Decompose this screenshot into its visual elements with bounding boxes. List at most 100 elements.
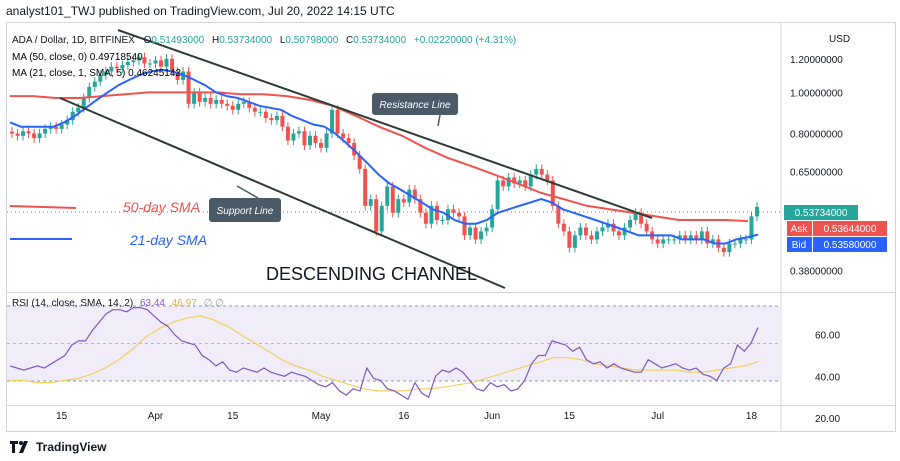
candle (677, 230, 682, 245)
candle (457, 208, 461, 222)
svg-text:RSI (14, close, SMA, 14, 2): RSI (14, close, SMA, 14, 2) 63.44 46.97 … (12, 298, 224, 309)
candle (319, 138, 324, 153)
candle (197, 87, 202, 107)
last-price-tag: 0.53734000 (784, 205, 858, 220)
ohlc-close-label: C (346, 35, 353, 46)
time-tick: 15 (227, 411, 239, 422)
candle (694, 230, 699, 245)
candle (755, 202, 759, 222)
candle (203, 93, 208, 107)
ohlc-close: 0.53734000 (353, 35, 406, 46)
candle (247, 97, 252, 113)
candle (600, 222, 605, 237)
ask-value: 0.53644000 (824, 224, 877, 235)
candle (37, 128, 42, 143)
candle (252, 103, 257, 117)
candle (462, 211, 467, 241)
candle (32, 128, 37, 143)
channel-label: DESCENDING CHANNEL (266, 264, 477, 284)
candle (567, 226, 572, 253)
candle (440, 215, 445, 225)
candle (495, 175, 500, 214)
candle (594, 226, 599, 245)
time-tick: 15 (56, 411, 68, 422)
candle (363, 164, 368, 211)
rsi-tick: 20.00 (815, 414, 840, 425)
time-tick: 16 (398, 411, 410, 422)
candle (274, 111, 279, 125)
candle (379, 201, 384, 237)
support-callout-text: Support Line (217, 206, 274, 217)
sma50-label: 50-day SMA (123, 199, 200, 215)
tradingview-logo-icon (10, 441, 28, 453)
ohlc-high-label: H (212, 35, 219, 46)
candle (335, 105, 340, 139)
candle (59, 119, 64, 134)
candle (434, 201, 439, 225)
candle (65, 115, 70, 130)
candle (423, 208, 428, 229)
candle (324, 128, 329, 153)
candle (661, 234, 666, 249)
candle (15, 128, 20, 141)
candle (170, 54, 175, 77)
candle (655, 234, 660, 249)
ohlc-low-label: L (280, 35, 286, 46)
support-line (59, 97, 506, 289)
bid-value: 0.53580000 (824, 240, 877, 251)
candle (451, 204, 456, 218)
rsi-tick: 40.00 (815, 372, 840, 383)
candle (429, 201, 434, 229)
candle (214, 95, 219, 109)
candle (473, 222, 478, 245)
candle (561, 219, 566, 237)
time-tick: May (312, 411, 331, 422)
candle (186, 66, 191, 109)
rsi-line (9, 307, 759, 401)
candle (710, 234, 715, 249)
ma21-legend: MA (21, close, 1, SMA, 5) 0.46245142 (12, 68, 181, 79)
ma50-legend: MA (50, close, 0) 0.49718540 (12, 52, 143, 63)
candle (192, 87, 197, 109)
price-tick: 1.20000000 (790, 55, 843, 66)
candle (280, 111, 285, 132)
candle (412, 184, 417, 204)
candle (98, 70, 103, 87)
price-tick: 0.65000000 (790, 168, 843, 179)
candle (506, 172, 511, 192)
candle (644, 219, 649, 237)
price-tick: 1.00000000 (790, 88, 843, 99)
candle (523, 175, 528, 192)
bid-label: Bid (792, 240, 806, 251)
candle (749, 211, 754, 245)
candle (258, 107, 263, 117)
sma50-legend-line (9, 205, 77, 209)
price-tick: 0.38000000 (790, 267, 843, 278)
candle (418, 194, 423, 218)
rsi-legend: RSI (14, close, SMA, 14, 2) (12, 298, 133, 309)
candle (10, 127, 14, 139)
candle (291, 128, 296, 146)
time-tick: 18 (746, 411, 758, 422)
candle (109, 62, 114, 77)
candle (401, 194, 406, 208)
candle (578, 222, 583, 241)
candle (683, 230, 688, 245)
symbol-title: ADA / Dollar, 1D, BITFINEX (12, 35, 135, 46)
rsi-legend-value: 63.44 (140, 298, 165, 309)
candle (225, 99, 230, 111)
candle (142, 52, 147, 69)
candle (385, 181, 390, 211)
candle (705, 226, 710, 249)
candle (396, 194, 401, 218)
candle (114, 62, 119, 73)
candle (743, 234, 748, 245)
ma21-line (9, 68, 759, 245)
resistance-callout-text: Resistance Line (379, 100, 451, 111)
candle (606, 219, 610, 233)
candle (628, 215, 633, 233)
candle (539, 164, 544, 180)
candle (92, 77, 97, 92)
tradingview-brand: TradingView (36, 440, 107, 454)
